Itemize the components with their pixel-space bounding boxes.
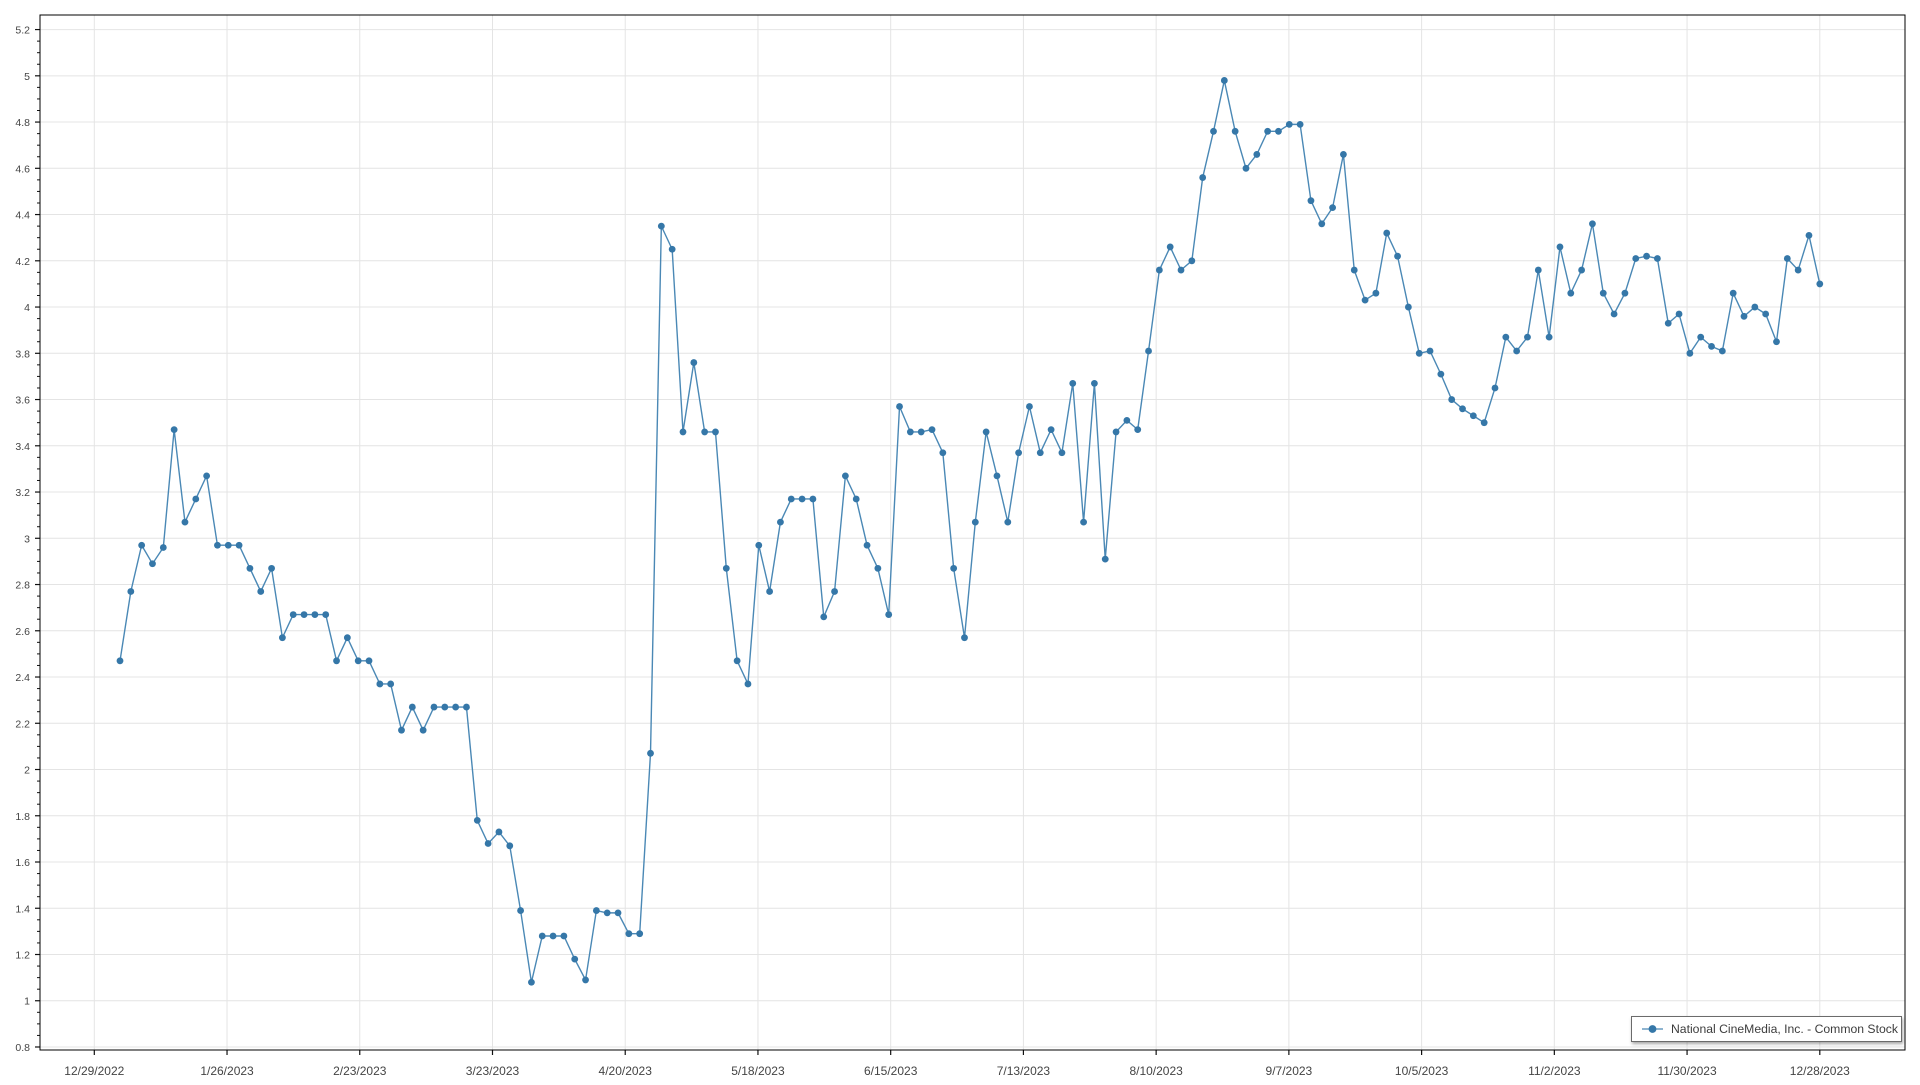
svg-text:7/13/2023: 7/13/2023: [997, 1064, 1051, 1078]
svg-text:1.6: 1.6: [15, 857, 30, 869]
svg-text:1.4: 1.4: [15, 903, 30, 915]
svg-text:4.6: 4.6: [15, 163, 30, 175]
svg-text:12/28/2023: 12/28/2023: [1790, 1064, 1850, 1078]
svg-text:10/5/2023: 10/5/2023: [1395, 1064, 1449, 1078]
svg-text:0.8: 0.8: [15, 1042, 30, 1054]
svg-text:2.6: 2.6: [15, 626, 30, 638]
svg-text:4.8: 4.8: [15, 117, 30, 129]
svg-text:3.4: 3.4: [15, 441, 30, 453]
svg-text:4.4: 4.4: [15, 210, 30, 222]
svg-text:3.2: 3.2: [15, 487, 30, 499]
svg-text:5: 5: [24, 71, 30, 83]
svg-text:3: 3: [24, 533, 30, 545]
svg-text:3.6: 3.6: [15, 395, 30, 407]
svg-text:11/30/2023: 11/30/2023: [1657, 1064, 1716, 1078]
svg-text:2/23/2023: 2/23/2023: [333, 1064, 387, 1078]
svg-text:2: 2: [24, 765, 30, 777]
svg-text:4.2: 4.2: [15, 256, 30, 268]
svg-text:2.2: 2.2: [15, 718, 30, 730]
svg-text:8/10/2023: 8/10/2023: [1129, 1064, 1183, 1078]
svg-text:4: 4: [24, 302, 30, 314]
svg-text:3/23/2023: 3/23/2023: [466, 1064, 520, 1078]
svg-text:1: 1: [24, 996, 30, 1008]
svg-text:3.8: 3.8: [15, 348, 30, 360]
svg-text:2.8: 2.8: [15, 580, 30, 592]
svg-text:5.2: 5.2: [15, 25, 30, 37]
svg-text:9/7/2023: 9/7/2023: [1266, 1064, 1313, 1078]
svg-text:5/18/2023: 5/18/2023: [731, 1064, 785, 1078]
svg-text:6/15/2023: 6/15/2023: [864, 1064, 918, 1078]
svg-text:4/20/2023: 4/20/2023: [599, 1064, 653, 1078]
svg-text:1/26/2023: 1/26/2023: [200, 1064, 254, 1078]
svg-text:1.2: 1.2: [15, 950, 30, 962]
svg-text:12/29/2022: 12/29/2022: [64, 1064, 124, 1078]
svg-text:11/2/2023: 11/2/2023: [1528, 1064, 1581, 1078]
svg-text:1.8: 1.8: [15, 811, 30, 823]
svg-text:2.4: 2.4: [15, 672, 30, 684]
